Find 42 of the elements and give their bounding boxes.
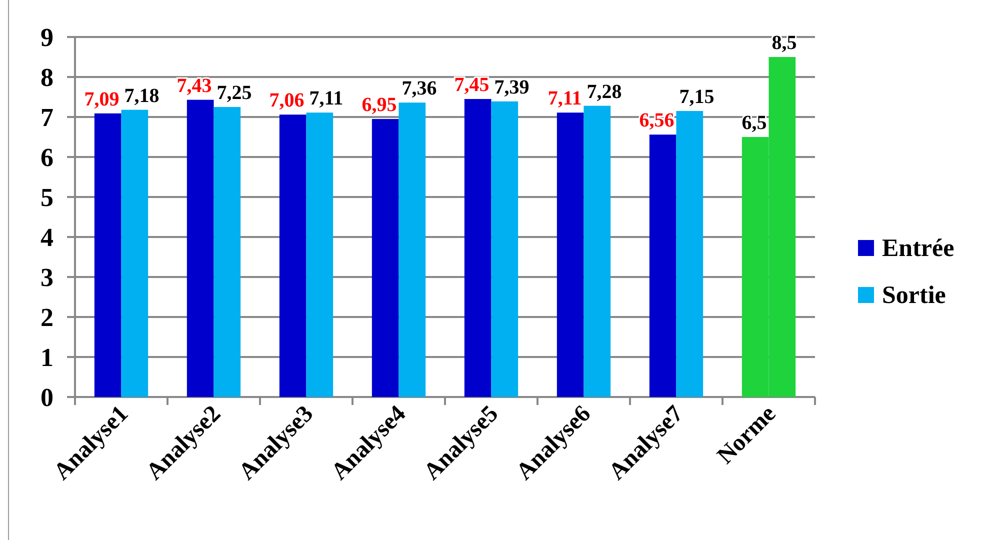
bar (306, 112, 334, 397)
data-label: 6,95 (362, 94, 397, 116)
bar (649, 134, 676, 397)
data-label: 7,39 (494, 76, 530, 98)
y-tick-label: 8 (40, 63, 54, 92)
bar (214, 107, 241, 397)
data-label: 7,36 (402, 78, 437, 100)
data-label: 7,09 (84, 88, 120, 110)
bar (491, 101, 518, 397)
bar (556, 112, 584, 397)
bar (372, 119, 399, 397)
data-label: 8,5 (772, 32, 797, 54)
data-label: 6,56 (639, 110, 674, 132)
data-label: 7,15 (679, 86, 714, 108)
y-tick-label: 9 (40, 23, 54, 52)
data-label: 7,25 (216, 82, 252, 104)
y-tick-label: 2 (40, 303, 54, 332)
bar (584, 106, 611, 397)
y-tick-label: 5 (40, 183, 54, 212)
legend-label: Entrée (882, 235, 954, 262)
y-tick-label: 1 (40, 343, 54, 372)
bar (279, 114, 306, 397)
data-label: 6,5 (742, 112, 767, 134)
data-label: 7,11 (309, 88, 344, 110)
data-label: 7,11 (548, 88, 582, 110)
data-label: 7,43 (176, 74, 212, 97)
data-label: 7,45 (454, 74, 490, 96)
bar (464, 99, 492, 397)
bar (398, 102, 426, 397)
bar (676, 111, 704, 397)
y-tick-label: 7 (40, 103, 54, 132)
y-tick-label: 3 (40, 263, 54, 292)
y-tick-label: 0 (40, 383, 54, 412)
y-tick-label: 6 (40, 143, 54, 172)
data-label: 7,18 (124, 84, 160, 107)
legend-label: Sortie (882, 282, 946, 309)
y-tick-label: 4 (40, 223, 54, 252)
data-label: 7,06 (269, 90, 304, 112)
data-label: 7,28 (586, 80, 622, 103)
bar (94, 113, 122, 397)
bar (186, 100, 214, 397)
bar (121, 110, 148, 397)
